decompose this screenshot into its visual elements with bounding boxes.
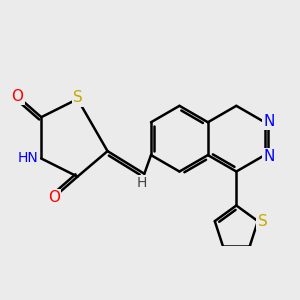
Text: S: S xyxy=(257,214,267,229)
Text: O: O xyxy=(48,190,60,205)
Text: N: N xyxy=(264,149,275,164)
Text: N: N xyxy=(264,114,275,129)
Text: O: O xyxy=(11,89,23,104)
Text: S: S xyxy=(73,90,83,105)
Text: H: H xyxy=(136,176,147,190)
Text: HN: HN xyxy=(18,152,38,166)
